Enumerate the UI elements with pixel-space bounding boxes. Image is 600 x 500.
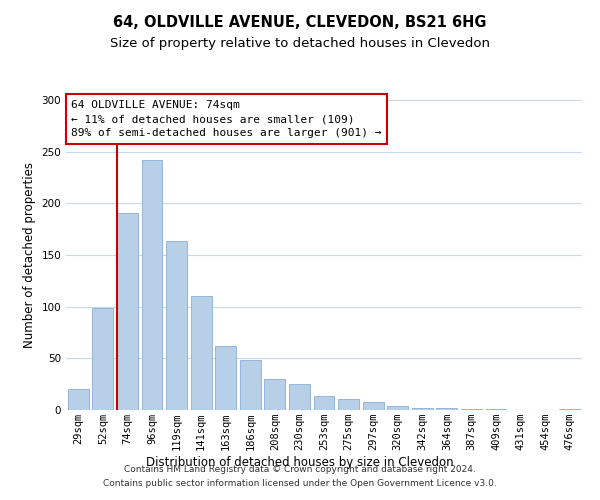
Bar xyxy=(436,408,457,410)
Bar xyxy=(92,308,113,410)
Y-axis label: Number of detached properties: Number of detached properties xyxy=(23,162,36,348)
Bar xyxy=(289,384,310,410)
Bar xyxy=(559,409,580,410)
Bar xyxy=(461,409,482,410)
Bar xyxy=(117,212,138,410)
Bar xyxy=(338,398,359,410)
Bar xyxy=(166,240,187,410)
Bar xyxy=(362,402,383,410)
Bar xyxy=(240,360,261,410)
Bar xyxy=(142,160,163,410)
Bar xyxy=(265,379,286,410)
Bar xyxy=(191,296,212,410)
Bar xyxy=(68,390,89,410)
Bar xyxy=(314,396,334,410)
Bar xyxy=(387,406,408,410)
Bar xyxy=(485,409,506,410)
Text: 64, OLDVILLE AVENUE, CLEVEDON, BS21 6HG: 64, OLDVILLE AVENUE, CLEVEDON, BS21 6HG xyxy=(113,15,487,30)
Text: Contains HM Land Registry data © Crown copyright and database right 2024.
Contai: Contains HM Land Registry data © Crown c… xyxy=(103,466,497,487)
Text: Size of property relative to detached houses in Clevedon: Size of property relative to detached ho… xyxy=(110,38,490,51)
Text: 64 OLDVILLE AVENUE: 74sqm
← 11% of detached houses are smaller (109)
89% of semi: 64 OLDVILLE AVENUE: 74sqm ← 11% of detac… xyxy=(71,100,382,138)
Bar xyxy=(412,408,433,410)
Text: Distribution of detached houses by size in Clevedon: Distribution of detached houses by size … xyxy=(146,456,454,469)
Bar xyxy=(215,346,236,410)
